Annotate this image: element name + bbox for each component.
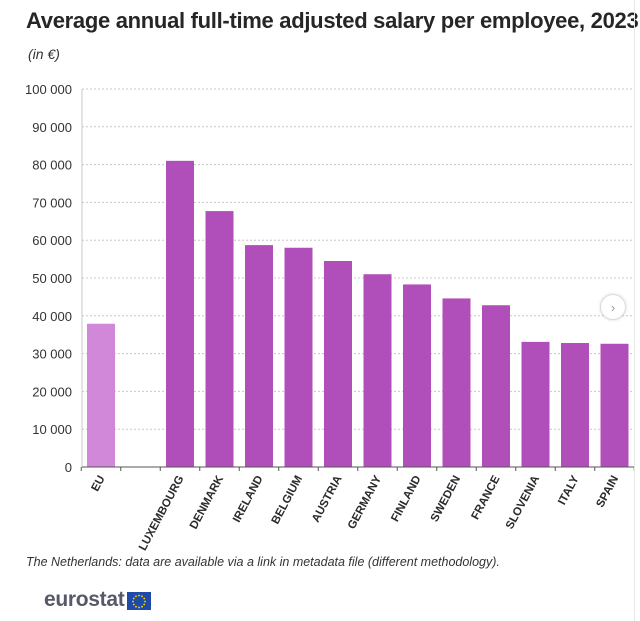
x-tick-label: DENMARK <box>188 473 227 531</box>
bar <box>166 160 194 467</box>
bar <box>87 323 115 467</box>
unit-label: (in €) <box>28 46 60 62</box>
chevron-right-icon: › <box>610 299 616 315</box>
x-tick-label: FINLAND <box>389 474 423 524</box>
x-tick-label: IRELAND <box>231 474 266 525</box>
y-tick-label: 10 000 <box>32 422 72 437</box>
x-tick-label: FRANCE <box>470 473 503 521</box>
next-slide-button[interactable]: › <box>600 294 626 320</box>
x-tick-label: SLOVENIA <box>504 474 542 532</box>
x-tick-label: GERMANY <box>346 473 384 531</box>
x-tick-label: SPAIN <box>594 474 621 510</box>
bar <box>600 343 629 467</box>
x-tick-label: AUSTRIA <box>310 474 345 525</box>
bar <box>245 245 273 467</box>
y-tick-label: 100 000 <box>25 82 72 97</box>
y-tick-label: 60 000 <box>32 233 72 248</box>
y-tick-label: 30 000 <box>32 347 72 362</box>
bar <box>561 343 589 467</box>
bar <box>442 298 471 467</box>
footnote: The Netherlands: data are available via … <box>26 555 500 569</box>
y-tick-label: 50 000 <box>32 271 72 286</box>
eurostat-logo: eurostat <box>44 588 152 612</box>
y-tick-label: 40 000 <box>32 309 72 324</box>
y-tick-label: 20 000 <box>32 384 72 399</box>
x-tick-label: LUXEMBOURG <box>137 474 187 553</box>
bar <box>205 211 234 467</box>
bar <box>482 305 510 467</box>
y-tick-label: 80 000 <box>32 158 72 173</box>
logo-text: eurostat <box>44 588 125 611</box>
x-tick-label: BELGIUM <box>270 474 305 526</box>
eu-flag-icon <box>127 592 152 610</box>
bar <box>284 247 313 467</box>
bar <box>363 274 392 467</box>
y-tick-label: 0 <box>65 460 72 475</box>
bar <box>521 341 550 467</box>
chart-title: Average annual full-time adjusted salary… <box>26 8 639 33</box>
y-tick-label: 90 000 <box>32 120 72 135</box>
bar <box>324 260 352 467</box>
bar <box>403 284 431 467</box>
divider <box>634 0 635 621</box>
x-tick-label: EU <box>90 474 108 494</box>
y-tick-label: 70 000 <box>32 195 72 210</box>
x-tick-label: ITALY <box>556 473 581 507</box>
x-tick-label: SWEDEN <box>429 474 463 524</box>
